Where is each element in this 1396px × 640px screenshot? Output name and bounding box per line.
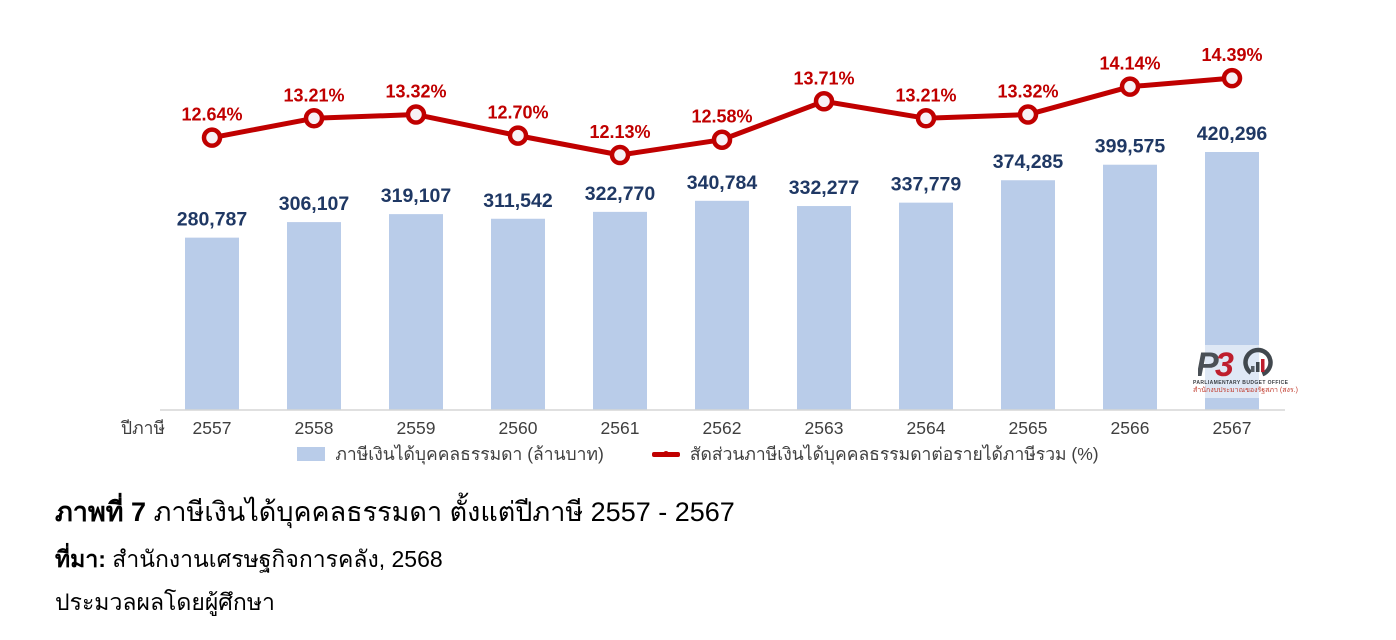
legend-label-line: สัดส่วนภาษีเงินได้บุคคลธรรมดาต่อรายได้ภา…: [689, 444, 1099, 464]
x-tick-label: 2565: [1009, 418, 1048, 438]
caption-note-line: ประมวลผลโดยผู้ศึกษา: [55, 589, 275, 615]
line-value-label: 12.64%: [181, 105, 242, 125]
line-value-label: 13.32%: [997, 82, 1058, 102]
x-tick-label: 2566: [1111, 418, 1150, 438]
bar-value-label: 340,784: [687, 172, 758, 194]
line-value-label: 13.71%: [793, 68, 854, 88]
x-tick-label: 2567: [1213, 418, 1252, 438]
x-tick-label: 2558: [295, 418, 334, 438]
legend-item-line: สัดส่วนภาษีเงินได้บุคคลธรรมดาต่อรายได้ภา…: [651, 440, 1099, 468]
bar: [1103, 164, 1157, 410]
bar: [287, 222, 341, 410]
legend-label-bar: ภาษีเงินได้บุคคลธรรมดา (ล้านบาท): [335, 444, 604, 464]
bar: [185, 237, 239, 410]
bar: [899, 202, 953, 410]
pbo-logo: P 3 PARLIAMENTARY BUDGET OFFICE สำนักงบป…: [1190, 345, 1298, 398]
bar: [389, 214, 443, 410]
marker-ring-icon: [662, 451, 669, 457]
bar-value-label: 399,575: [1095, 136, 1166, 158]
legend-item-bar: ภาษีเงินได้บุคคลธรรมดา (ล้านบาท): [297, 440, 604, 468]
line-marker-icon: [651, 451, 680, 457]
x-tick-label: 2564: [907, 418, 946, 438]
svg-text:3: 3: [1215, 347, 1234, 381]
line-value-label: 13.32%: [385, 82, 446, 102]
bar: [491, 218, 545, 410]
bars-series: [185, 152, 1259, 410]
chart-legend: ภาษีเงินได้บุคคลธรรมดา (ล้านบาท) สัดส่วน…: [0, 440, 1396, 468]
bar-value-label: 420,296: [1197, 123, 1268, 145]
bar: [695, 200, 749, 410]
source-text: สำนักงานเศรษฐกิจการคลัง, 2568: [112, 546, 443, 572]
bar-value-label: 337,779: [891, 174, 962, 196]
line-marker: [1221, 67, 1243, 89]
x-tick-label: 2562: [703, 418, 742, 438]
pbo-logo-subtitle-th: สำนักงบประมาณของรัฐสภา (สงร.): [1193, 386, 1298, 394]
line-marker: [1017, 104, 1039, 125]
line-marker: [405, 104, 427, 125]
bar-swatch-icon: [297, 447, 326, 461]
bar-value-label: 306,107: [279, 193, 350, 215]
bar: [797, 206, 851, 410]
bar-value-label: 319,107: [381, 185, 452, 207]
svg-text:P: P: [1198, 347, 1219, 381]
bar-value-label: 311,542: [483, 190, 553, 212]
x-axis-ticks: 2557 2558 2559 2560 2561 2562 2563 2564 2565 2566…: [120, 418, 1251, 438]
bar-value-label: 322,770: [585, 183, 656, 205]
figure-title: ภาษีเงินได้บุคคลธรรมดา ตั้งแต่ปีภาษี 255…: [153, 497, 735, 527]
line-value-label: 14.39%: [1201, 45, 1262, 65]
figure-label: ภาพที่ 7: [55, 497, 147, 527]
line-marker: [813, 91, 835, 112]
bar: [593, 211, 647, 410]
line-marker: [1119, 76, 1141, 97]
line-value-label: 12.13%: [589, 122, 650, 142]
caption-title-line: ภาพที่ 7 ภาษีเงินได้บุคคลธรรมดา ตั้งแต่ป…: [55, 490, 1396, 533]
line-value-label: 13.21%: [283, 85, 344, 105]
line-marker: [915, 108, 937, 129]
line-value-label: 13.21%: [895, 85, 956, 105]
x-tick-label: 2560: [499, 418, 538, 438]
x-tick-label: 2563: [805, 418, 844, 438]
source-label: ที่มา:: [55, 546, 106, 572]
line-value-label: 14.14%: [1099, 54, 1160, 74]
combo-chart: 280,787 306,107 319,107 311,542 322,770 340,7…: [120, 45, 1285, 438]
caption-source-line: ที่มา: สำนักงานเศรษฐกิจการคลัง, 2568: [55, 542, 1396, 578]
bar: [1001, 180, 1055, 410]
line-value-label: 12.70%: [487, 103, 548, 123]
bar-value-label: 280,787: [177, 209, 248, 231]
bar-value-labels: 280,787 306,107 319,107 311,542 322,770 340,7…: [177, 123, 1268, 231]
x-tick-label: 2557: [193, 418, 232, 438]
x-tick-label: 2559: [397, 418, 436, 438]
line-markers: 12.64% 13.21% 13.32% 12.70% 12.13% 12.58% 13.7…: [181, 45, 1263, 166]
line-marker: [303, 108, 325, 129]
line-value-label: 12.58%: [691, 107, 752, 127]
pbo-logo-subtitle-en: PARLIAMENTARY BUDGET OFFICE: [1193, 380, 1289, 386]
line-marker: [711, 129, 733, 150]
bar-value-label: 374,285: [993, 151, 1064, 173]
x-axis-title: ปีภาษี: [120, 418, 165, 438]
figure-caption: ภาพที่ 7 ภาษีเงินได้บุคคลธรรมดา ตั้งแต่ป…: [55, 490, 1396, 621]
bar-value-label: 332,277: [789, 177, 860, 199]
line-marker: [609, 144, 631, 166]
x-tick-label: 2561: [601, 418, 640, 438]
line-marker: [507, 125, 529, 146]
line-marker: [201, 127, 223, 148]
chart: 280,787 306,107 319,107 311,542 322,770 340,7…: [0, 45, 1396, 468]
pbo-logo-letters-icon: P 3: [1198, 347, 1273, 381]
